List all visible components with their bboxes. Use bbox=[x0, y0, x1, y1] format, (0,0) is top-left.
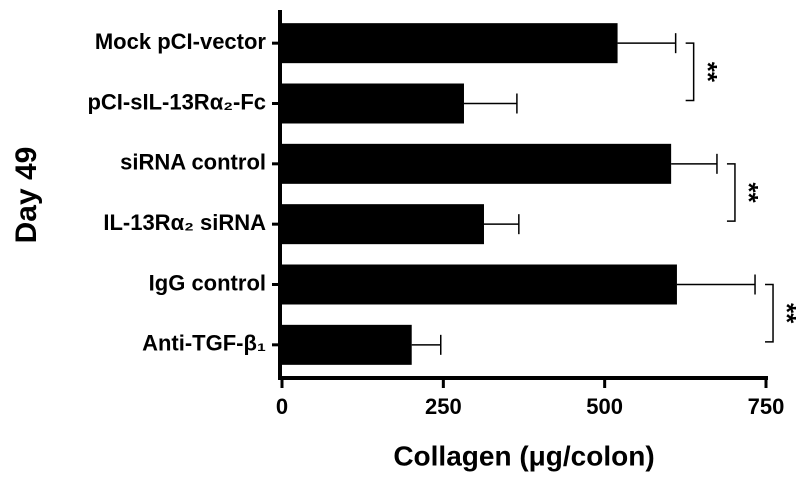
x-tick-label: 0 bbox=[276, 394, 288, 419]
bar bbox=[282, 83, 464, 124]
y-tick-label: Anti-TGF-β₁ bbox=[142, 331, 266, 356]
significance-label: ** bbox=[734, 182, 764, 203]
y-tick-label: Mock pCI-vector bbox=[95, 29, 267, 54]
y-axis-title: Day 49 bbox=[10, 147, 43, 244]
bar bbox=[282, 143, 672, 184]
x-tick-label: 500 bbox=[586, 394, 623, 419]
y-tick-label: IgG control bbox=[149, 270, 266, 295]
x-tick-label: 750 bbox=[748, 394, 785, 419]
significance-label: ** bbox=[772, 303, 800, 324]
x-tick-label: 250 bbox=[425, 394, 462, 419]
y-tick-label: pCI-sIL-13Rα₂-Fc bbox=[87, 89, 266, 114]
y-tick-label: siRNA control bbox=[120, 150, 266, 175]
bar bbox=[282, 324, 412, 365]
x-axis-title: Collagen (μg/colon) bbox=[393, 440, 654, 471]
bar bbox=[282, 204, 484, 245]
significance-bracket bbox=[685, 42, 695, 102]
y-tick-label: IL-13Rα₂ siRNA bbox=[103, 210, 266, 235]
bar bbox=[282, 264, 677, 305]
bar bbox=[282, 23, 618, 64]
significance-bracket bbox=[765, 283, 774, 343]
significance-label: ** bbox=[693, 62, 723, 83]
significance-bracket bbox=[726, 163, 736, 222]
